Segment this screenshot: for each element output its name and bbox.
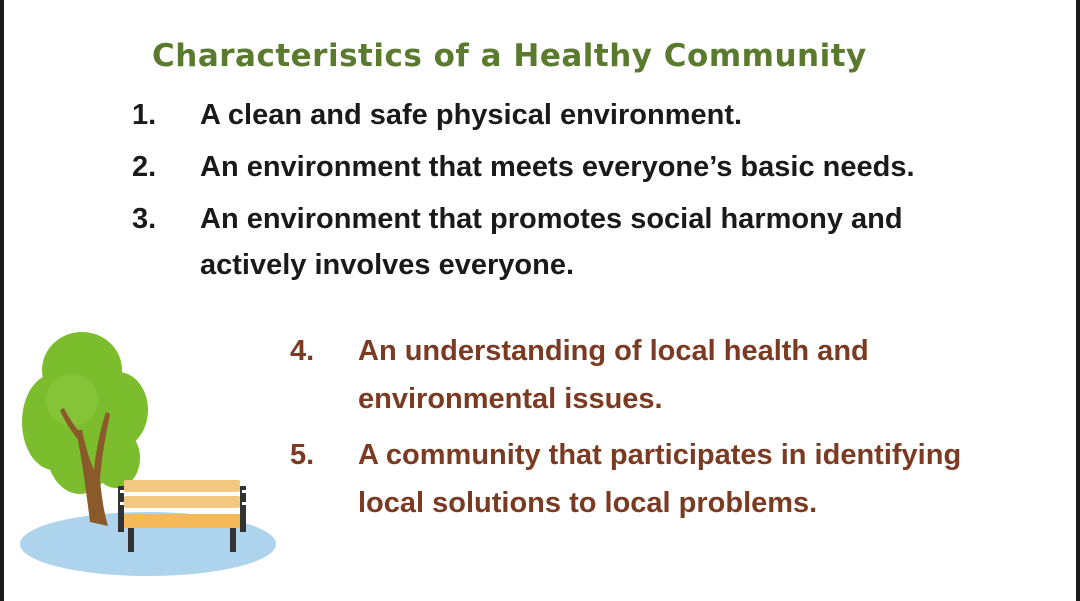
- tree-icon: [22, 332, 148, 526]
- list-item-5: 5. A community that participates in iden…: [290, 434, 1060, 524]
- bench-icon: [118, 480, 246, 552]
- list-item-text: An environment that meets everyone’s bas…: [200, 151, 915, 183]
- list-item-number: 2.: [132, 151, 157, 183]
- list-item-4: 4. An understanding of local health and …: [290, 330, 1050, 420]
- page-title: Characteristics of a Healthy Community: [152, 38, 867, 74]
- list-item-text-line-1: An understanding of local health and: [358, 335, 869, 367]
- left-edge-border: [0, 0, 4, 601]
- list-item-text-line-2: environmental issues.: [358, 383, 663, 415]
- right-edge-border: [1076, 0, 1080, 601]
- list-item-text-line-2: local solutions to local problems.: [358, 487, 818, 519]
- list-item-3: 3. An environment that promotes social h…: [132, 198, 1032, 288]
- list-item-text: A clean and safe physical environment.: [200, 99, 743, 131]
- list-item-number: 1.: [132, 99, 157, 131]
- list-item-1: 1. A clean and safe physical environment…: [132, 94, 1032, 136]
- list-item-number: 4.: [290, 335, 315, 367]
- park-illustration: [20, 330, 290, 580]
- list-item-text-line-1: A community that participates in identif…: [358, 439, 962, 471]
- list-item-text-line-1: An environment that promotes social harm…: [200, 203, 903, 235]
- list-item-number: 5.: [290, 439, 315, 471]
- list-item-2: 2. An environment that meets everyone’s …: [132, 146, 1032, 188]
- list-item-number: 3.: [132, 203, 157, 235]
- list-item-text-line-2: actively involves everyone.: [200, 249, 574, 281]
